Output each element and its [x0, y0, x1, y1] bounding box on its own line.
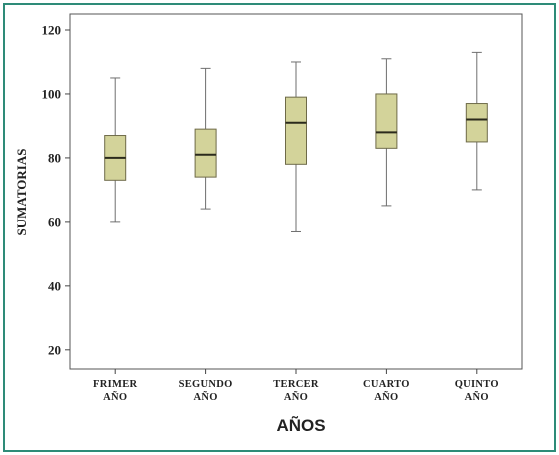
x-tick-label: AÑO: [193, 391, 217, 403]
y-axis-label: SUMATORIAS: [14, 149, 29, 236]
iqr-box: [465, 103, 488, 143]
y-tick-label: 60: [48, 214, 61, 229]
x-tick-label: TERCER: [273, 379, 319, 390]
box-4: [375, 58, 398, 207]
x-tick-label: AÑO: [103, 391, 127, 403]
box-2: [194, 67, 217, 210]
y-tick-label: 80: [48, 150, 61, 165]
x-tick-label: AÑO: [465, 391, 489, 403]
box-1: [104, 77, 127, 223]
y-axis: 20 40 60 80 100 120: [42, 22, 70, 357]
x-tick-label: AÑO: [374, 391, 398, 403]
y-tick-label: 120: [42, 22, 62, 37]
x-tick-label: AÑO: [284, 391, 308, 403]
x-tick-label: CUARTO: [363, 379, 410, 390]
x-tick-label: SEGUNDO: [179, 379, 233, 390]
iqr-box: [194, 128, 217, 178]
x-axis-label: AÑOS: [276, 415, 325, 435]
box-3: [285, 61, 307, 232]
box-5: [465, 51, 488, 191]
boxes-group: [104, 51, 488, 232]
y-tick-label: 100: [42, 86, 62, 101]
y-tick-label: 40: [48, 278, 61, 293]
x-tick-label: FRIMER: [93, 379, 137, 390]
iqr-box: [375, 93, 398, 149]
y-tick-label: 20: [48, 342, 61, 357]
iqr-box: [285, 96, 307, 165]
x-axis: FRIMERAÑOSEGUNDOAÑOTERCERAÑOCUARTOAÑOQUI…: [93, 369, 499, 403]
x-tick-label: QUINTO: [455, 379, 499, 390]
